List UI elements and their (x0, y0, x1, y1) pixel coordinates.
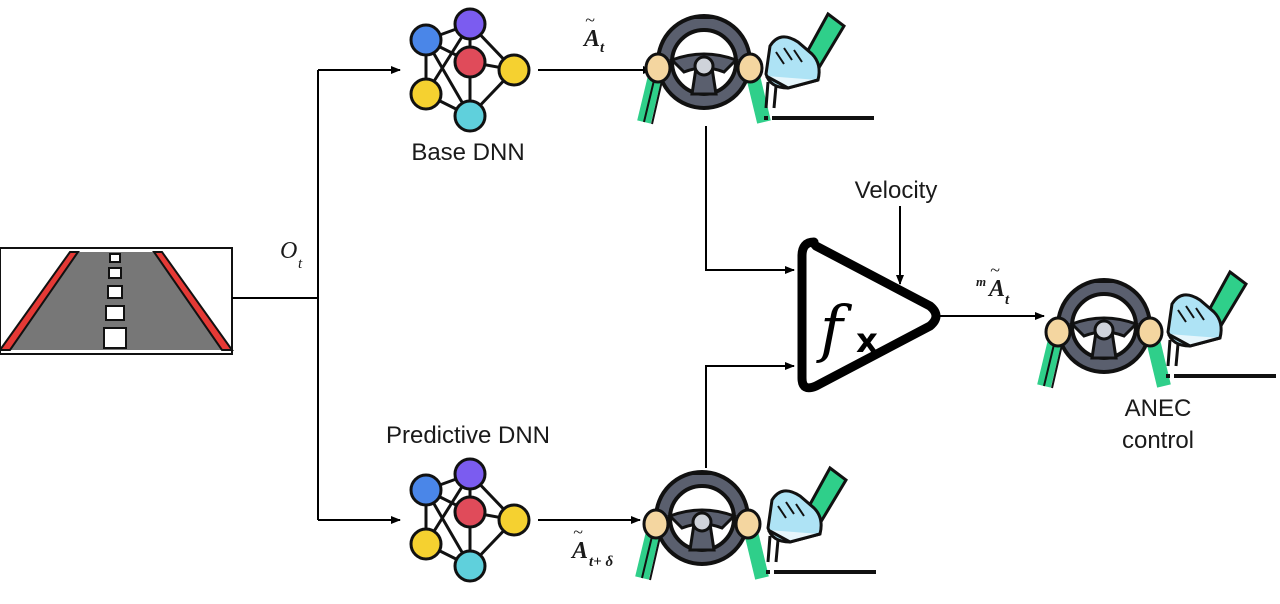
svg-text:t: t (1005, 292, 1010, 308)
svg-text:A: A (987, 276, 1005, 302)
velocity-label: Velocity (855, 177, 938, 204)
predictive-pedal-icon (764, 466, 878, 574)
svg-text:x: x (856, 321, 878, 361)
merged-output-label: m ~ A t (976, 260, 1010, 308)
observation-wires (232, 66, 401, 524)
svg-text:~: ~ (573, 522, 583, 542)
svg-text:t: t (600, 40, 605, 56)
base-output-label: ~ A t (582, 10, 605, 56)
base-dnn-network-icon (409, 7, 531, 133)
base-pedal-icon (762, 12, 876, 120)
function-block-icon: f x (797, 237, 941, 393)
svg-text:~: ~ (585, 10, 595, 30)
observation-label: O t (280, 238, 303, 272)
predictive-steering-wheel-icon (642, 472, 762, 580)
svg-text:~: ~ (990, 260, 1000, 280)
base-steering-wheel-icon (644, 16, 764, 124)
svg-text:A: A (570, 538, 588, 564)
anec-steering-wheel-icon (1044, 280, 1164, 388)
anec-pedal-icon (1164, 270, 1278, 378)
svg-text:m: m (976, 274, 986, 289)
merge-wires (705, 126, 1045, 468)
anec-label-line2: control (1122, 427, 1194, 454)
svg-text:A: A (582, 26, 600, 52)
predictive-dnn-network-icon (409, 457, 531, 583)
predictive-dnn-label: Predictive DNN (386, 422, 550, 449)
svg-text:t: t (298, 256, 303, 272)
base-dnn-label: Base DNN (411, 139, 524, 166)
svg-text:t+ δ: t+ δ (589, 554, 613, 570)
predictive-output-label: ~ A t+ δ (570, 522, 613, 570)
anec-label-line1: ANEC (1125, 395, 1192, 422)
svg-text:O: O (280, 238, 297, 264)
road-icon (0, 247, 234, 355)
